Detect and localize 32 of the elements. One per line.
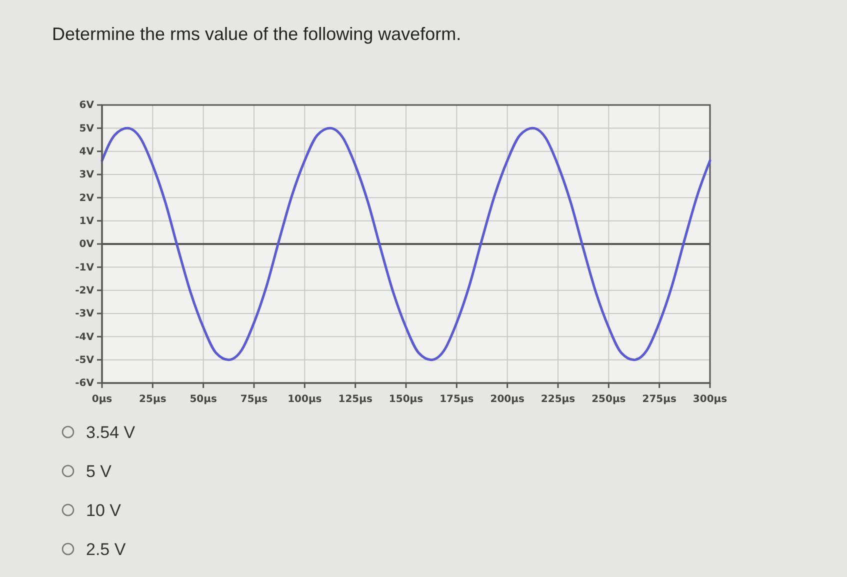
x-tick-label: 175µs	[440, 394, 474, 405]
x-tick-label: 300µs	[692, 394, 728, 405]
x-tick-label: 225µs	[540, 394, 576, 405]
line-series	[100, 126, 712, 362]
text: 5 V	[86, 462, 112, 481]
x-tick-label: 125µs	[338, 394, 372, 405]
y-tick-label: 6V	[79, 100, 94, 112]
text: 10 V	[86, 501, 122, 520]
x-tick-label: 200µs	[490, 394, 524, 405]
x-tick-label: 50µs	[190, 394, 217, 405]
y-tick-label: 0V	[79, 239, 94, 250]
text: 3.54 V	[86, 423, 136, 442]
x-tick-label: 0µs	[92, 394, 112, 405]
y-tick-label: 4V	[79, 146, 94, 158]
x-tick-label: 150µs	[388, 394, 424, 405]
y-tick-label: 2V	[79, 192, 94, 204]
x-tick-label: 100µs	[288, 394, 322, 405]
chart-title: Determine the rms value of the following waveform.	[52, 24, 462, 44]
y-tick-label: 5V	[79, 123, 94, 134]
x-tick-label: 275µs	[642, 394, 676, 405]
y-tick-label: -4V	[75, 332, 94, 343]
text: 2.5 V	[86, 540, 126, 559]
y-tick-label: -2V	[75, 286, 94, 297]
y-tick-label: -6V	[75, 378, 94, 390]
x-tick-label: 75µs	[240, 394, 268, 405]
y-tick-label: 3V	[79, 170, 94, 181]
y-tick-label: -1V	[75, 262, 94, 274]
x-tick-label: 250µs	[592, 394, 626, 405]
y-tick-label: -5V	[75, 355, 94, 366]
y-tick-label: 1V	[79, 216, 94, 228]
x-tick-label: 25µs	[139, 394, 166, 405]
y-tick-label: -3V	[75, 308, 94, 320]
